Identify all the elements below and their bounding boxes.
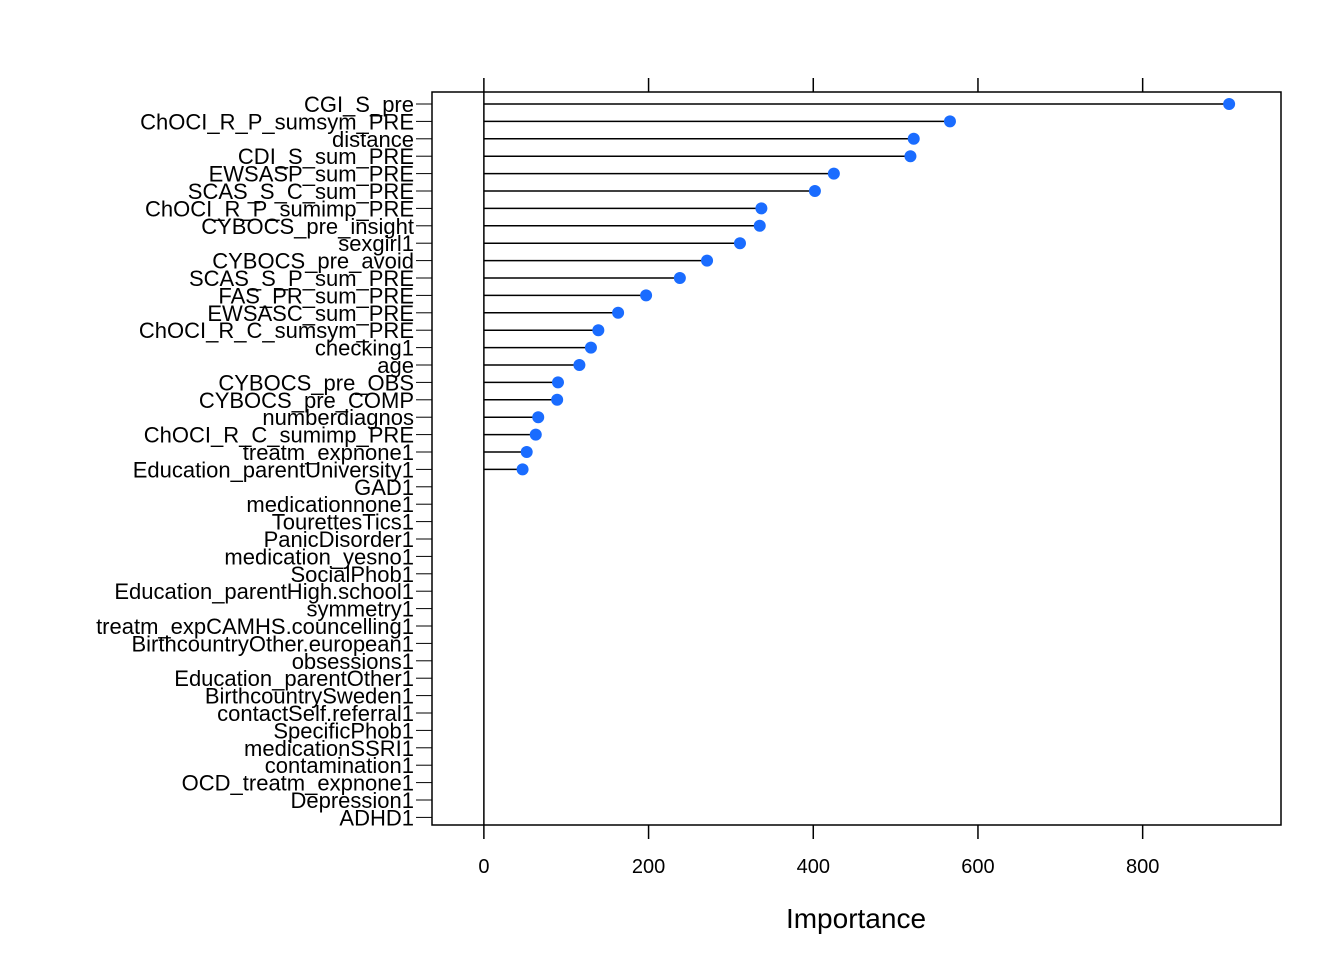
data-point bbox=[532, 411, 545, 424]
y-label-depression1: Depression1 bbox=[290, 788, 414, 813]
x-tick-label: 0 bbox=[478, 856, 489, 878]
data-point bbox=[640, 289, 653, 302]
data-point bbox=[584, 341, 597, 354]
y-label-symmetry1: symmetry1 bbox=[306, 597, 414, 622]
data-point bbox=[755, 202, 768, 215]
data-point bbox=[943, 115, 956, 128]
y-axis-labels: CGI_S_preChOCI_R_P_sumsym_PREdistanceCDI… bbox=[96, 92, 432, 830]
y-label-choci-r-c-sumsym-pre: ChOCI_R_C_sumsym_PRE bbox=[139, 318, 414, 343]
data-point bbox=[529, 428, 542, 441]
y-label-cybocs-pre-insight: CYBOCS_pre_insight bbox=[201, 214, 414, 239]
y-label-specificphob1: SpecificPhob1 bbox=[273, 718, 414, 743]
y-label-cybocs-pre-avoid: CYBOCS_pre_avoid bbox=[212, 249, 414, 274]
data-point bbox=[612, 306, 625, 319]
data-point bbox=[520, 446, 533, 458]
y-label-cybocs-pre-obs: CYBOCS_pre_OBS bbox=[218, 370, 414, 395]
lollipop-segments bbox=[483, 92, 1230, 825]
y-label-birthcountryother-european1: BirthcountryOther.european1 bbox=[131, 631, 414, 656]
y-label-treatm-expnone1: treatm_expnone1 bbox=[243, 440, 414, 465]
y-label-fas-pr-sum-pre: FAS_PR_sum_PRE bbox=[218, 283, 414, 308]
plot-frame bbox=[431, 91, 1282, 826]
y-label-sexgirl1: sexgirl1 bbox=[338, 231, 414, 256]
y-label-education-parentuniversity1: Education_parentUniversity1 bbox=[133, 457, 414, 482]
y-label-cybocs-pre-comp: CYBOCS_pre_COMP bbox=[199, 388, 414, 413]
x-axis-ticks: 0 200 400 600 800 bbox=[478, 78, 1159, 878]
y-label-contactself-referral1: contactSelf.referral1 bbox=[217, 701, 414, 726]
y-label-scas-s-p-sum-pre: SCAS_S_P_sum_PRE bbox=[189, 266, 414, 291]
data-point bbox=[753, 219, 766, 232]
y-label-choci-r-p-sumimp-pre: ChOCI_R_P_sumimp_PRE bbox=[145, 196, 414, 221]
data-point bbox=[701, 254, 714, 267]
x-tick-label: 600 bbox=[961, 856, 994, 878]
data-points bbox=[516, 98, 1236, 476]
y-label-scas-s-c-sum-pre: SCAS_S_C_sum_PRE bbox=[188, 179, 414, 204]
y-label-education-parentother1: Education_parentOther1 bbox=[174, 666, 414, 691]
y-label-ocd-treatm-expnone1: OCD_treatm_expnone1 bbox=[182, 771, 414, 796]
y-label-ewsasp-sum-pre: EWSASP_sum_PRE bbox=[209, 162, 414, 187]
y-label-education-parenthigh-school1: Education_parentHigh.school1 bbox=[114, 579, 414, 604]
data-point bbox=[904, 150, 917, 163]
x-tick-label: 200 bbox=[632, 856, 665, 878]
y-label-distance: distance bbox=[332, 127, 414, 152]
data-point bbox=[592, 324, 605, 337]
y-label-medication-yesno1: medication_yesno1 bbox=[224, 544, 414, 569]
x-tick-label: 400 bbox=[797, 856, 830, 878]
y-label-checking1: checking1 bbox=[315, 336, 414, 361]
y-label-adhd1: ADHD1 bbox=[339, 805, 414, 830]
data-point bbox=[1223, 98, 1236, 110]
y-label-birthcountrysweden1: BirthcountrySweden1 bbox=[205, 684, 414, 709]
y-label-cgi-s-pre: CGI_S_pre bbox=[304, 92, 414, 117]
y-label-contamination1: contamination1 bbox=[265, 753, 414, 778]
data-point bbox=[827, 167, 840, 180]
y-label-medicationssri1: medicationSSRI1 bbox=[244, 736, 414, 761]
data-point bbox=[733, 237, 746, 250]
y-label-numberdiagnos: numberdiagnos bbox=[262, 405, 414, 430]
y-label-treatm-expcamhs-councelling1: treatm_expCAMHS.councelling1 bbox=[96, 614, 414, 639]
y-label-choci-r-c-sumimp-pre: ChOCI_R_C_sumimp_PRE bbox=[144, 423, 414, 448]
y-label-medicationnone1: medicationnone1 bbox=[246, 492, 414, 517]
y-label-tourettestics1: TourettesTics1 bbox=[272, 510, 414, 535]
y-label-ewsasc-sum-pre: EWSASC_sum_PRE bbox=[207, 301, 414, 326]
y-label-age: age bbox=[377, 353, 414, 378]
data-point bbox=[573, 359, 586, 371]
y-label-choci-r-p-sumsym-pre: ChOCI_R_P_sumsym_PRE bbox=[140, 109, 414, 134]
x-axis-label: Importance bbox=[786, 903, 926, 934]
data-point bbox=[551, 393, 564, 406]
y-label-gad1: GAD1 bbox=[354, 475, 414, 500]
y-label-cdi-s-sum-pre: CDI_S_sum_PRE bbox=[238, 144, 414, 169]
x-tick-label: 800 bbox=[1126, 856, 1159, 878]
y-label-obsessions1: obsessions1 bbox=[292, 649, 414, 674]
data-point bbox=[907, 132, 920, 145]
y-label-panicdisorder1: PanicDisorder1 bbox=[264, 527, 414, 552]
data-point bbox=[551, 376, 564, 389]
data-point bbox=[516, 463, 529, 476]
y-label-socialphob1: SocialPhob1 bbox=[290, 562, 414, 587]
data-point bbox=[808, 185, 821, 197]
data-point bbox=[673, 272, 686, 284]
